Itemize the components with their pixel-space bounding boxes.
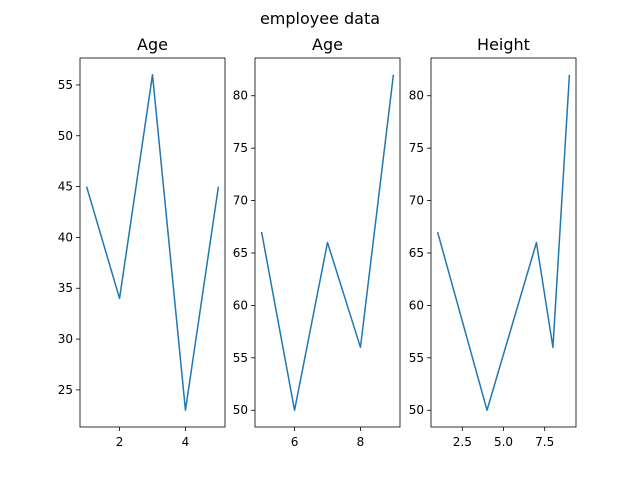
plot-2-ytick-label: 55 (233, 351, 248, 365)
plot-2-title: Age (312, 35, 343, 54)
plot-3-xtick-label: 5.0 (494, 435, 513, 449)
plot-1-xtick-label: 4 (182, 435, 190, 449)
plot-2-xtick-label: 8 (357, 435, 365, 449)
plot-3-ytick-label: 75 (409, 141, 424, 155)
plot-1-ytick-label: 40 (58, 230, 73, 244)
figure-suptitle: employee data (260, 9, 380, 28)
plot-3-xtick-label: 7.5 (535, 435, 554, 449)
plot-2-ytick-label: 75 (233, 141, 248, 155)
plot-1-xtick-label: 2 (116, 435, 124, 449)
plot-3-ytick-label: 65 (409, 246, 424, 260)
plot-3-ytick-label: 80 (409, 89, 424, 103)
plot-1-ytick-label: 45 (58, 180, 73, 194)
plot-3-ytick-label: 55 (409, 351, 424, 365)
plot-3-ytick-label: 50 (409, 403, 424, 417)
plot-3-xtick-label: 2.5 (453, 435, 472, 449)
plot-1-ytick-label: 55 (58, 78, 73, 92)
plot-1-ytick-label: 30 (58, 332, 73, 346)
plot-1-ytick-label: 50 (58, 129, 73, 143)
plot-3-title: Height (477, 35, 530, 54)
plot-1-ytick-label: 35 (58, 281, 73, 295)
plot-3-ytick-label: 70 (409, 194, 424, 208)
plot-2-xtick-label: 6 (291, 435, 299, 449)
plot-2-ytick-label: 70 (233, 194, 248, 208)
plot-2-ytick-label: 65 (233, 246, 248, 260)
plot-2-ytick-label: 50 (233, 403, 248, 417)
plot-1-ytick-label: 25 (58, 383, 73, 397)
plot-2-ytick-label: 60 (233, 298, 248, 312)
plot-3-ytick-label: 60 (409, 298, 424, 312)
plot-2-ytick-label: 80 (233, 89, 248, 103)
plot-1-title: Age (137, 35, 168, 54)
